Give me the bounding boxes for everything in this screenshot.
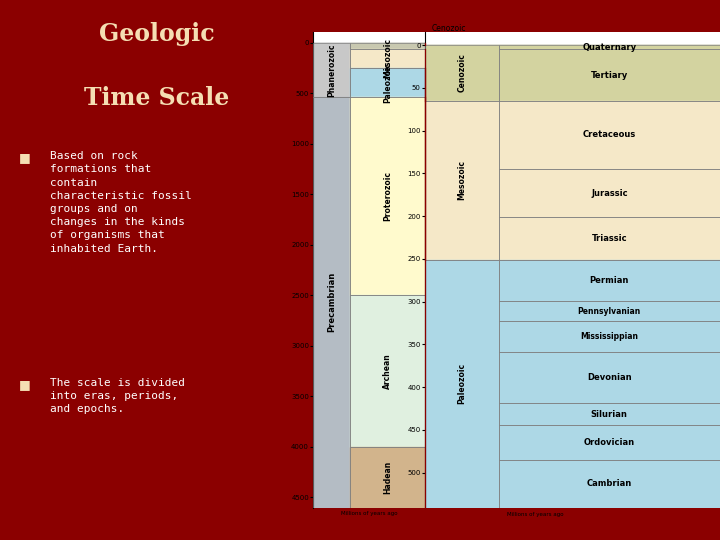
Bar <box>351 295 425 447</box>
Text: Hadean: Hadean <box>383 461 392 494</box>
Text: Quaternary: Quaternary <box>582 43 636 52</box>
Text: Pennsylvanian: Pennsylvanian <box>577 307 641 315</box>
Bar <box>498 260 720 301</box>
Bar <box>425 260 498 508</box>
Text: Periods: Periods <box>590 19 629 29</box>
Bar <box>498 352 720 403</box>
Bar <box>313 97 351 508</box>
Text: Paleozoic: Paleozoic <box>383 62 392 103</box>
Bar <box>351 43 425 49</box>
Bar <box>498 101 720 169</box>
Bar <box>498 460 720 508</box>
Bar <box>351 447 425 508</box>
Text: ■: ■ <box>19 378 30 391</box>
Bar <box>351 97 425 295</box>
Bar <box>351 43 425 49</box>
Text: Triassic: Triassic <box>592 234 627 243</box>
Text: Geologic: Geologic <box>99 22 215 45</box>
Text: Proterozoic: Proterozoic <box>383 171 392 221</box>
Text: Mesozoic: Mesozoic <box>383 38 392 78</box>
Bar <box>425 101 498 260</box>
Bar <box>351 295 425 447</box>
Bar <box>313 43 351 97</box>
Bar <box>498 352 720 403</box>
Text: Time Scale: Time Scale <box>84 86 229 110</box>
Text: Eras: Eras <box>451 19 473 29</box>
Bar <box>498 424 720 460</box>
Bar <box>425 45 498 101</box>
Text: ■: ■ <box>19 151 30 164</box>
Text: The scale is divided
into eras, periods,
and epochs.: The scale is divided into eras, periods,… <box>50 378 185 414</box>
Bar <box>351 49 425 68</box>
Text: Ordovician: Ordovician <box>584 438 635 447</box>
Bar <box>351 447 425 508</box>
Bar <box>498 321 720 352</box>
Bar <box>498 169 720 217</box>
Bar <box>351 49 425 68</box>
Bar <box>498 301 720 321</box>
Bar <box>498 101 720 169</box>
Text: Millions of years ago: Millions of years ago <box>507 512 564 517</box>
Text: Cenozoic: Cenozoic <box>432 24 467 33</box>
Text: Eons: Eons <box>320 20 344 29</box>
Text: Cambrian: Cambrian <box>587 479 632 488</box>
Bar <box>425 45 498 101</box>
Bar <box>498 45 720 50</box>
Text: Jurassic: Jurassic <box>591 188 628 198</box>
Text: Precambrian: Precambrian <box>328 272 336 333</box>
Bar <box>498 50 720 101</box>
Bar <box>351 68 425 97</box>
Bar <box>498 260 720 301</box>
Bar <box>425 260 498 508</box>
Bar <box>351 97 425 295</box>
Text: Paleozoic: Paleozoic <box>457 363 467 404</box>
Bar <box>498 217 720 260</box>
Bar <box>498 424 720 460</box>
Text: Phanerozoic: Phanerozoic <box>328 43 336 97</box>
Bar <box>351 68 425 97</box>
Text: Cenozoic: Cenozoic <box>457 53 467 92</box>
Bar <box>498 403 720 424</box>
Text: Mississippian: Mississippian <box>580 332 639 341</box>
Text: Eras: Eras <box>377 20 399 29</box>
Text: Archean: Archean <box>383 353 392 389</box>
Bar <box>498 50 720 101</box>
Text: Millions of years ago: Millions of years ago <box>341 511 397 516</box>
Text: Devonian: Devonian <box>587 373 631 382</box>
Bar <box>498 403 720 424</box>
Text: Cretaceous: Cretaceous <box>582 131 636 139</box>
Text: Tertiary: Tertiary <box>590 71 628 79</box>
Bar <box>498 460 720 508</box>
Bar <box>313 97 351 508</box>
Text: Mesozoic: Mesozoic <box>457 160 467 200</box>
Bar <box>425 101 498 260</box>
Text: Based on rock
formations that
contain
characteristic fossil
groups and on
change: Based on rock formations that contain ch… <box>50 151 192 254</box>
Bar <box>498 217 720 260</box>
Text: Permian: Permian <box>590 276 629 285</box>
Text: Silurian: Silurian <box>591 409 628 418</box>
Bar <box>498 169 720 217</box>
Bar <box>498 301 720 321</box>
Bar <box>313 43 351 97</box>
Bar <box>498 321 720 352</box>
Bar <box>498 45 720 50</box>
